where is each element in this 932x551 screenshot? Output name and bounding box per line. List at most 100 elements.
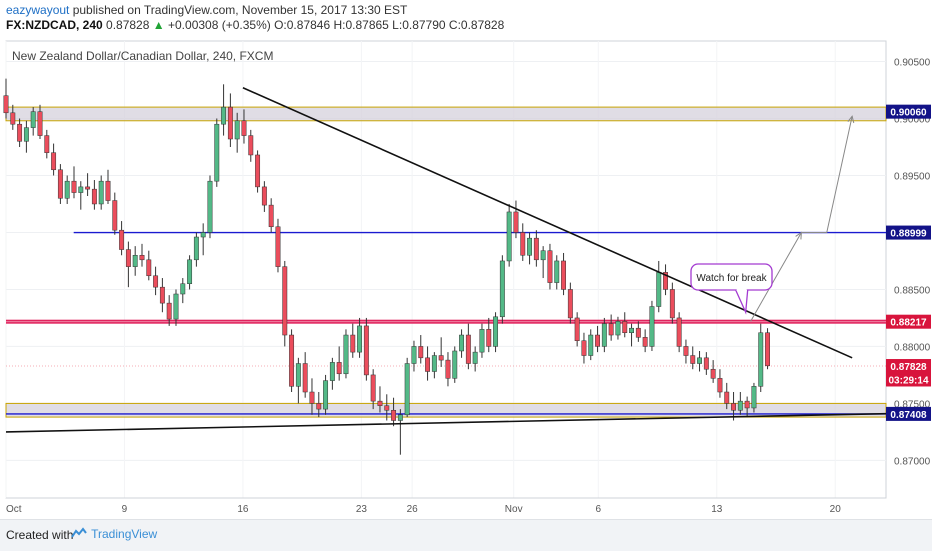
candle-body [588, 334, 594, 356]
annotation-pointer [735, 289, 749, 315]
publisher-line: eazywayout published on TradingView.com,… [6, 3, 504, 18]
candle-body [44, 135, 50, 153]
candle-body [418, 346, 424, 359]
tradingview-cloud-icon [71, 527, 87, 538]
candle-body [357, 325, 363, 353]
candle-body [200, 232, 206, 238]
candle-body [533, 237, 539, 261]
chart-header: eazywayout published on TradingView.com,… [6, 3, 504, 33]
y-tick-label: 0.89500 [894, 171, 931, 182]
candle-body [656, 272, 662, 307]
candle-body [193, 236, 199, 261]
candle-body [622, 321, 628, 334]
x-tick-label: Nov [505, 504, 523, 515]
price-label-text: 0.87408 [890, 410, 927, 421]
candle-body [98, 180, 104, 205]
projection-path [750, 115, 855, 322]
candle-body [370, 374, 376, 402]
annotation-callout[interactable] [690, 263, 773, 291]
candle-body [724, 391, 730, 404]
projection-line [750, 116, 853, 322]
candle-body [452, 350, 458, 379]
candle-body [676, 317, 682, 347]
candle-body [486, 329, 492, 347]
candle-body [411, 346, 417, 364]
candle-body [472, 351, 478, 364]
y-tick-label: 0.90500 [894, 58, 931, 69]
candle-body [697, 357, 702, 364]
candle-body [51, 152, 57, 171]
candle-body [540, 250, 546, 261]
candle-body [214, 123, 220, 182]
last-price: 0.87828 [106, 18, 150, 32]
candle-body [431, 355, 437, 372]
candle-body [384, 405, 390, 411]
candle-body [180, 283, 186, 295]
candle-body [642, 337, 648, 347]
candle-body [91, 188, 97, 205]
candle-body [64, 180, 70, 199]
candle-body [758, 332, 764, 387]
projection-arrowhead [795, 231, 802, 240]
candle-body [10, 112, 16, 125]
candle-body [465, 334, 471, 364]
candle-body [57, 169, 63, 199]
author-link[interactable]: eazywayout [6, 3, 70, 17]
candle-body [493, 316, 499, 347]
x-tick-label: Oct [6, 504, 22, 515]
x-tick-label: 20 [830, 504, 842, 515]
candle-body [255, 154, 261, 188]
price-chart[interactable]: Watch for break New Zealand Dollar/Canad… [0, 37, 932, 519]
candle-body [438, 355, 444, 361]
candle-body [499, 260, 505, 318]
brand-name: TradingView [91, 527, 158, 541]
candle-body [227, 106, 233, 140]
y-axis: 0.905000.900000.895000.890000.885000.880… [894, 58, 931, 468]
candle-body [261, 186, 267, 206]
candle-body [629, 327, 634, 334]
price-label-box [886, 225, 931, 240]
candle-body [649, 306, 655, 347]
candle-body [615, 321, 621, 336]
candle-body [78, 186, 84, 193]
candle-body [309, 391, 315, 404]
candle-body [159, 286, 165, 304]
candle-body [350, 334, 356, 353]
price-label-text: 0.88999 [890, 229, 927, 240]
trendlines [5, 86, 887, 433]
candle-body [554, 260, 560, 283]
y-tick-label: 0.88000 [894, 342, 931, 353]
price-label-text: 0.90060 [890, 108, 927, 119]
candle-body [153, 275, 159, 288]
candle-body [336, 362, 342, 375]
candle-body [105, 180, 111, 201]
candle-body [513, 211, 519, 233]
candle-body [71, 180, 77, 193]
candle-body [241, 120, 247, 136]
candle-body [119, 229, 125, 250]
candle-body [391, 409, 397, 421]
ohlc-values: O:0.87846 H:0.87865 L:0.87790 C:0.87828 [274, 18, 505, 32]
candle-body [581, 340, 587, 356]
candle-body [37, 111, 43, 136]
candle-body [323, 380, 329, 410]
x-tick-label: 23 [356, 504, 368, 515]
up-arrow-icon: ▲ [152, 18, 165, 32]
y-tick-label: 0.90000 [894, 114, 931, 125]
price-change: +0.00308 (+0.35%) [168, 18, 271, 32]
tradingview-logo[interactable]: TradingView [70, 527, 157, 541]
footer: Created with TradingView [0, 519, 932, 551]
candle-body [316, 403, 322, 410]
candle-body [547, 250, 553, 283]
candle-body [608, 323, 614, 336]
candle-body [601, 323, 607, 347]
projection-arrowhead [847, 115, 855, 124]
candle-body [397, 414, 403, 421]
candle-body [703, 357, 709, 370]
candle-body [459, 334, 465, 352]
candle-body [166, 302, 172, 320]
price-label-text: 03:29:14 [888, 375, 928, 386]
price-label-box [886, 359, 931, 374]
chart-title: New Zealand Dollar/Canadian Dollar, 240,… [12, 49, 273, 63]
annotation[interactable]: Watch for break [690, 263, 773, 315]
